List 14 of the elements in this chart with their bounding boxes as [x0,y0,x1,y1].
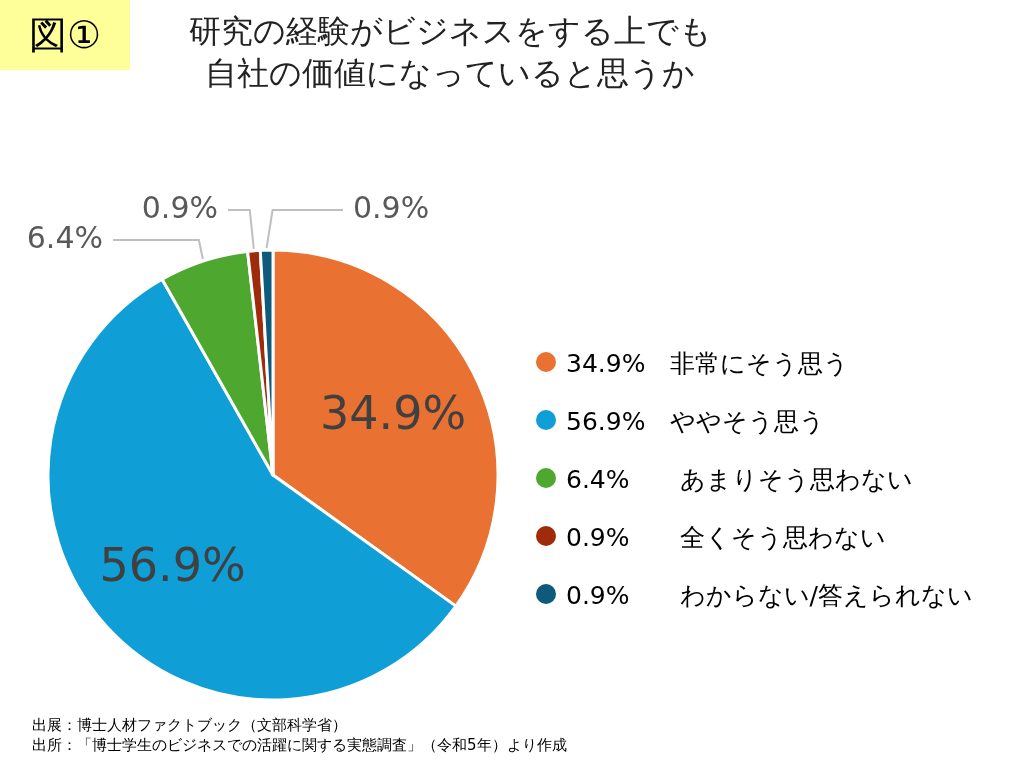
data-label: 0.9% [353,190,430,225]
chart-title: 研究の経験がビジネスをする上でも自社の価値になっていると思うか [188,12,712,92]
text: 図① [28,13,102,57]
legend-label: 56.9% ややそう思う [566,407,826,436]
data-label: 34.9% [320,386,467,441]
legend-label: 6.4% あまりそう思わない [566,465,913,494]
data-label: 56.9% [99,538,246,593]
data-label: 0.9% [141,190,218,225]
data-label: 6.4% [26,220,103,255]
text: 出展：博士人材ファクトブック（文部科学省） [32,716,347,734]
legend-label: 0.9% わからない/答えられない [566,581,973,610]
legend-label: 34.9% 非常にそう思う [566,349,850,378]
legend-label: 0.9% 全くそう思わない [566,523,886,552]
text: 出所：「博士学生のビジネスでの活躍に関する実態調査」（令和5年）より作成 [32,736,567,754]
